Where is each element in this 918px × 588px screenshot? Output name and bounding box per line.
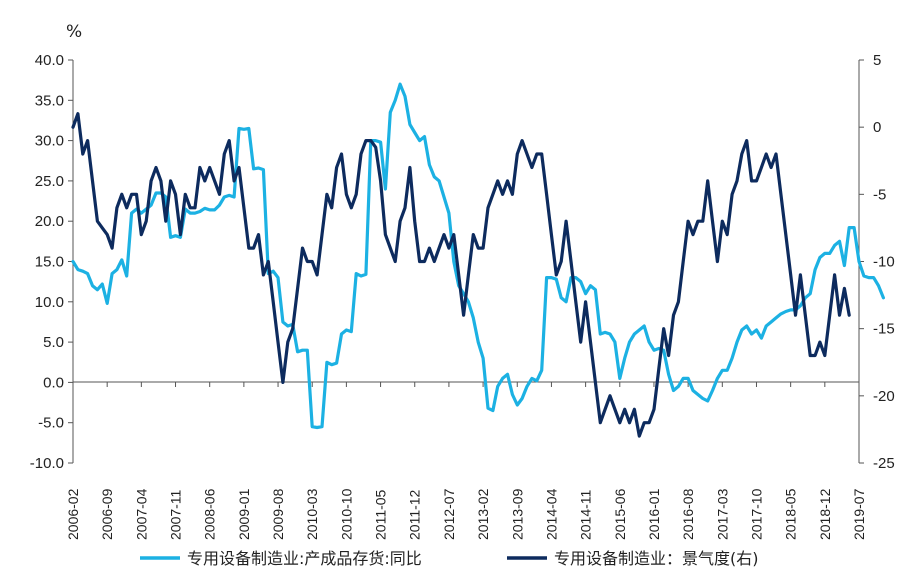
x-tick-label: 2011-05 bbox=[373, 489, 389, 540]
x-tick-label: 2019-07 bbox=[851, 488, 867, 540]
y-left-tick-label: -10.0 bbox=[30, 455, 64, 472]
y-left-tick-label: 20.0 bbox=[35, 213, 64, 230]
y-left-tick-label: 30.0 bbox=[35, 133, 64, 150]
axes-layer: 40.0 35.0 30.0 25.0 20.0 15.0 10.0 5.0 0.0 -5.0 -1… bbox=[30, 52, 895, 540]
y-right-tick-label: 0 bbox=[873, 119, 881, 136]
x-tick-label: 2018-12 bbox=[817, 488, 833, 540]
y-left-tick-label: 15.0 bbox=[35, 254, 64, 271]
x-tick-label: 2009-01 bbox=[236, 488, 252, 540]
x-tick-label: 2017-03 bbox=[714, 488, 730, 540]
x-tick-label: 2014-11 bbox=[578, 489, 594, 540]
y-right-tick-label: -10 bbox=[873, 254, 895, 271]
x-tick-label: 2007-04 bbox=[133, 488, 149, 540]
x-tick-label: 2014-04 bbox=[543, 488, 559, 540]
y-right-tick-label: -15 bbox=[873, 321, 895, 338]
y-left-tick-label: 25.0 bbox=[35, 173, 64, 190]
y-left-tick-label: 35.0 bbox=[35, 92, 64, 109]
y-left-tick-label: 10.0 bbox=[35, 294, 64, 311]
y-right-tick-label: -5 bbox=[873, 186, 886, 203]
x-tick-label: 2016-01 bbox=[646, 488, 662, 540]
y-left-tick-label: 0.0 bbox=[43, 374, 64, 391]
x-tick-label: 2012-07 bbox=[441, 488, 457, 540]
series-line-prosperity bbox=[71, 112, 851, 438]
y-left-tick-label: 5.0 bbox=[43, 334, 64, 351]
x-tick-label: 2007-11 bbox=[168, 489, 184, 540]
y-left-tick-label: -5.0 bbox=[38, 415, 64, 432]
series-layer bbox=[71, 82, 886, 438]
x-tick-label: 2018-05 bbox=[783, 488, 799, 540]
x-tick-label: 2010-03 bbox=[304, 488, 320, 540]
x-tick-label: 2016-08 bbox=[680, 488, 696, 540]
x-tick-label: 2013-02 bbox=[475, 488, 491, 540]
x-tick-label: 2013-09 bbox=[509, 488, 525, 540]
y-right-tick-label: 5 bbox=[873, 52, 881, 69]
legend: 专用设备制造业:产成品存货:同比 专用设备制造业：景气度(右) bbox=[140, 549, 759, 568]
x-tick-label: 2017-10 bbox=[748, 488, 764, 540]
y-right-tick-label: -25 bbox=[873, 455, 895, 472]
legend-label: 专用设备制造业:产成品存货:同比 bbox=[187, 549, 422, 568]
y-axis-unit-label: % bbox=[66, 22, 82, 42]
series-line-inventory-yoy bbox=[71, 82, 886, 430]
y-right-tick-label: -20 bbox=[873, 388, 895, 405]
x-tick-label: 2010-10 bbox=[338, 488, 354, 540]
y-left-tick-label: 40.0 bbox=[35, 52, 64, 69]
x-tick-label: 2015-06 bbox=[612, 488, 628, 540]
x-tick-label: 2009-08 bbox=[270, 488, 286, 540]
legend-label: 专用设备制造业：景气度(右) bbox=[554, 549, 759, 568]
x-tick-label: 2006-09 bbox=[99, 488, 115, 540]
x-tick-label: 2011-12 bbox=[407, 489, 423, 540]
x-tick-label: 2006-02 bbox=[65, 488, 81, 540]
x-tick-label: 2008-06 bbox=[202, 488, 218, 540]
